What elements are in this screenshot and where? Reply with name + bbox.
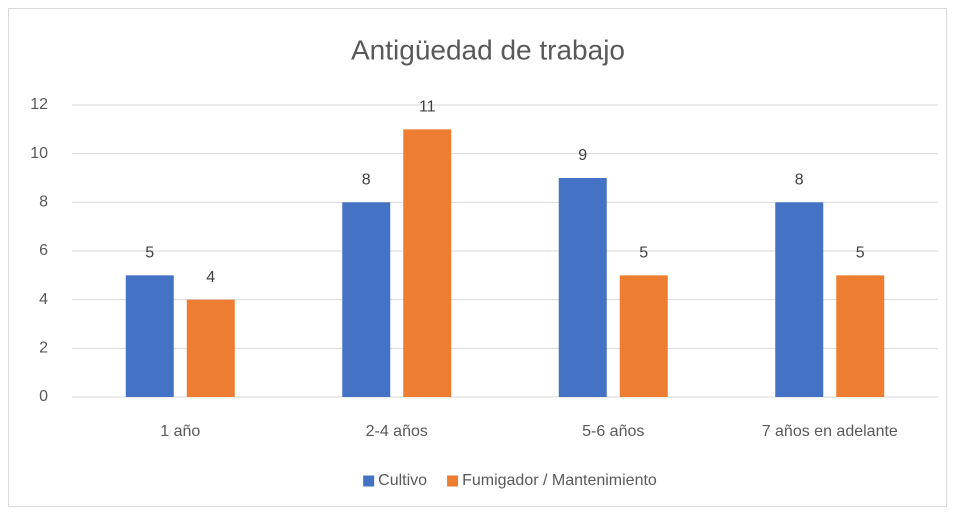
legend-swatch — [447, 475, 459, 487]
bar — [558, 178, 607, 397]
bar — [125, 275, 174, 397]
bar — [403, 129, 452, 398]
bar — [186, 299, 235, 397]
y-tick-label: 4 — [39, 291, 48, 308]
data-label: 5 — [145, 245, 154, 262]
y-tick-label: 6 — [39, 242, 48, 259]
data-label: 9 — [578, 147, 587, 164]
data-label: 4 — [206, 269, 215, 286]
data-label: 11 — [419, 99, 436, 116]
y-tick-label: 0 — [39, 388, 48, 405]
data-label: 8 — [362, 172, 371, 189]
data-label: 5 — [639, 245, 648, 262]
data-label: 8 — [795, 172, 804, 189]
x-tick-label: 7 años en adelante — [762, 423, 898, 440]
legend-item: Fumigador / Mantenimiento — [447, 472, 657, 489]
x-tick-label: 5-6 años — [582, 423, 644, 440]
legend-label: Fumigador / Mantenimiento — [462, 472, 657, 489]
y-tick-label: 12 — [30, 96, 48, 113]
chart-title: Antigüedad de trabajo — [351, 34, 625, 65]
bar — [836, 275, 885, 397]
bar — [775, 202, 824, 397]
y-tick-label: 10 — [30, 145, 48, 162]
x-tick-label: 2-4 años — [366, 423, 428, 440]
x-tick-label: 1 año — [160, 423, 200, 440]
legend-swatch — [363, 475, 375, 487]
data-label: 5 — [856, 245, 865, 262]
bar — [342, 202, 391, 397]
y-tick-label: 2 — [39, 340, 48, 357]
bar — [619, 275, 668, 397]
legend-item: Cultivo — [363, 472, 427, 489]
legend-label: Cultivo — [378, 472, 427, 489]
y-tick-label: 8 — [39, 194, 48, 211]
